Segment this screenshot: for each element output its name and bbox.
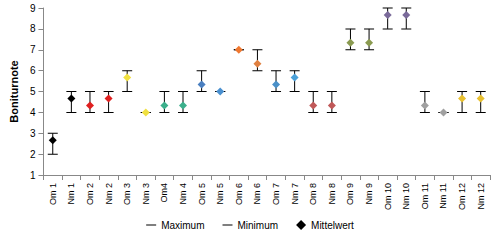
svg-text:Nm 4: Nm 4	[178, 183, 188, 205]
svg-text:Minimum: Minimum	[237, 220, 278, 231]
svg-text:Om 2: Om 2	[85, 183, 95, 205]
svg-text:8: 8	[30, 23, 36, 34]
svg-text:6: 6	[30, 65, 36, 76]
svg-text:Boniturnote: Boniturnote	[8, 60, 20, 122]
svg-text:2: 2	[30, 149, 36, 160]
svg-text:7: 7	[30, 44, 36, 55]
svg-text:Nm 7: Nm 7	[290, 183, 300, 205]
svg-text:4: 4	[30, 107, 36, 118]
svg-text:Nm 12: Nm 12	[476, 183, 486, 210]
svg-text:Nm 8: Nm 8	[327, 183, 337, 205]
svg-text:Nm 1: Nm 1	[66, 183, 76, 205]
svg-text:5: 5	[30, 86, 36, 97]
svg-text:Nm 5: Nm 5	[215, 183, 225, 205]
svg-text:Nm 6: Nm 6	[252, 183, 262, 205]
svg-text:1: 1	[30, 170, 36, 181]
svg-text:Maximum: Maximum	[161, 220, 204, 231]
svg-text:Om 8: Om 8	[308, 183, 318, 205]
svg-text:Nm 3: Nm 3	[141, 183, 151, 205]
svg-text:Om 11: Om 11	[420, 183, 430, 209]
svg-text:Om 5: Om 5	[197, 183, 207, 205]
svg-text:Om 3: Om 3	[122, 183, 132, 205]
svg-text:Om 7: Om 7	[271, 183, 281, 205]
svg-text:Nm 11: Nm 11	[438, 183, 448, 209]
svg-text:9: 9	[30, 3, 36, 14]
svg-text:Om 6: Om 6	[234, 183, 244, 205]
svg-text:3: 3	[30, 128, 36, 139]
svg-text:Om 12: Om 12	[457, 183, 467, 210]
svg-text:Nm 9: Nm 9	[364, 183, 374, 205]
svg-text:Om 9: Om 9	[345, 183, 355, 205]
svg-text:Nm 2: Nm 2	[104, 183, 114, 205]
svg-text:Om 1: Om 1	[48, 183, 58, 205]
svg-text:Nm 10: Nm 10	[401, 183, 411, 210]
svg-text:Om4: Om4	[159, 183, 169, 203]
svg-text:Om 10: Om 10	[383, 183, 393, 210]
svg-text:Mittelwert: Mittelwert	[311, 220, 354, 231]
